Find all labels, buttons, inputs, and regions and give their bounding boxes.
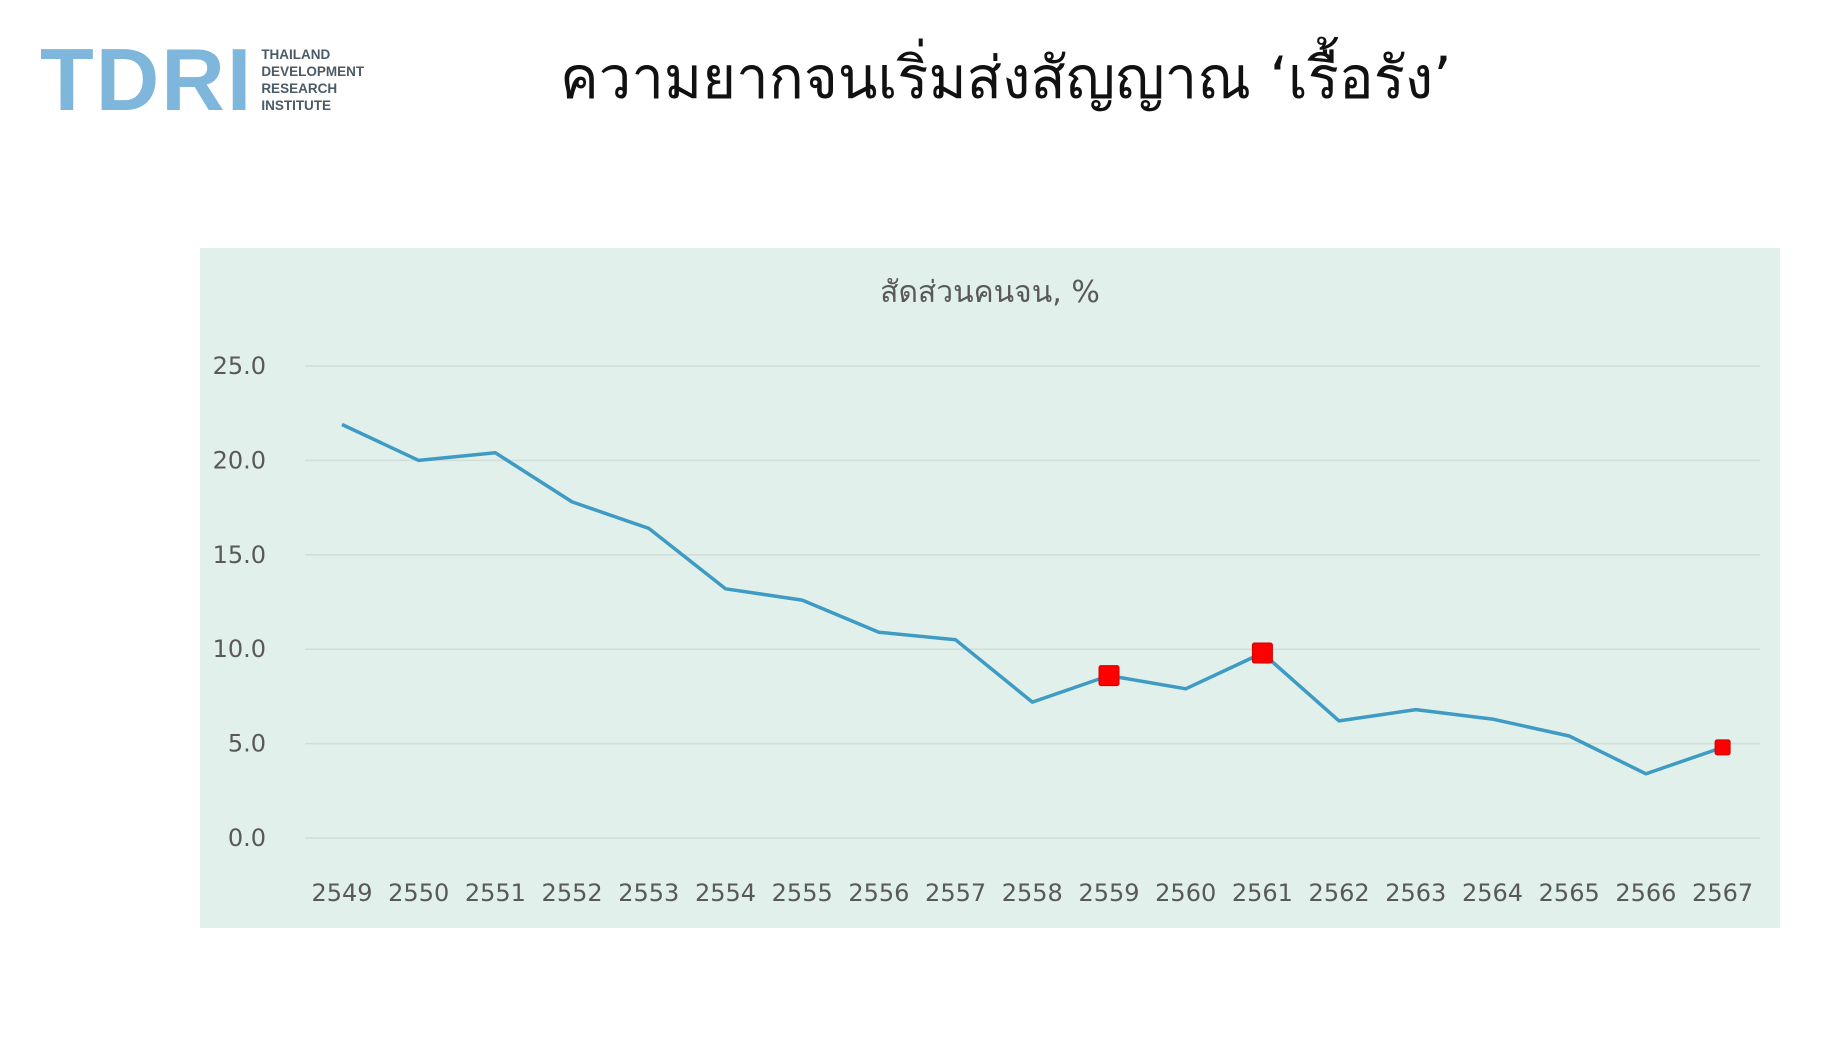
x-tick-label: 2549 [311,879,372,907]
x-tick-label: 2551 [465,879,526,907]
y-axis-ticks: 0.0 5.0 10.0 15.0 20.0 25.0 [213,352,266,852]
highlight-marker [1098,665,1120,687]
x-tick-label: 2567 [1692,879,1753,907]
x-tick-label: 2564 [1462,879,1523,907]
y-tick-label: 10.0 [213,635,266,663]
x-tick-label: 2566 [1615,879,1676,907]
y-tick-label: 25.0 [213,352,266,380]
logo-line: RESEARCH [261,81,338,96]
y-tick-label: 5.0 [228,730,266,758]
logo-mark: TDRI [40,30,254,129]
logo-line: DEVELOPMENT [261,64,365,79]
x-tick-label: 2557 [925,879,986,907]
x-tick-label: 2552 [542,879,603,907]
grid-layer [305,365,1760,839]
x-tick-label: 2554 [695,879,756,907]
logo-line: THAILAND [261,47,331,62]
chart-panel: สัดส่วนคนจน, % 0.0 5.0 10.0 15.0 20.0 25.0 25… [200,248,1780,928]
x-axis-ticks: 2549 2550 2551 2552 2553 2554 2555 2556 2557 2558… [311,879,1753,907]
logo-line: INSTITUTE [261,98,332,113]
highlight-marker [1714,739,1731,756]
logo-text: THAILAND DEVELOPMENT RESEARCH INSTITUTE [261,46,364,114]
slide-title: ความยากจนเริ่มส่งสัญญาณ ‘เรื้อรัง’ [560,44,1452,112]
y-tick-label: 15.0 [213,541,266,569]
marker-layer [1098,642,1731,756]
x-tick-label: 2565 [1539,879,1600,907]
poverty-line-chart: สัดส่วนคนจน, % 0.0 5.0 10.0 15.0 20.0 25.0 25… [213,275,1760,907]
x-tick-label: 2556 [848,879,909,907]
x-tick-label: 2553 [618,879,679,907]
chart-title: สัดส่วนคนจน, % [880,275,1100,310]
series-line [341,422,1724,776]
highlight-marker [1251,642,1273,664]
x-tick-label: 2560 [1155,879,1216,907]
x-tick-label: 2561 [1232,879,1293,907]
x-tick-label: 2555 [772,879,833,907]
x-tick-label: 2550 [388,879,449,907]
series-layer [341,422,1724,776]
x-tick-label: 2563 [1385,879,1446,907]
y-tick-label: 0.0 [228,824,266,852]
x-tick-label: 2559 [1078,879,1139,907]
y-tick-label: 20.0 [213,446,266,474]
x-tick-label: 2558 [1002,879,1063,907]
tdri-logo: TDRI THAILAND DEVELOPMENT RESEARCH INSTI… [40,30,364,129]
x-tick-label: 2562 [1309,879,1370,907]
